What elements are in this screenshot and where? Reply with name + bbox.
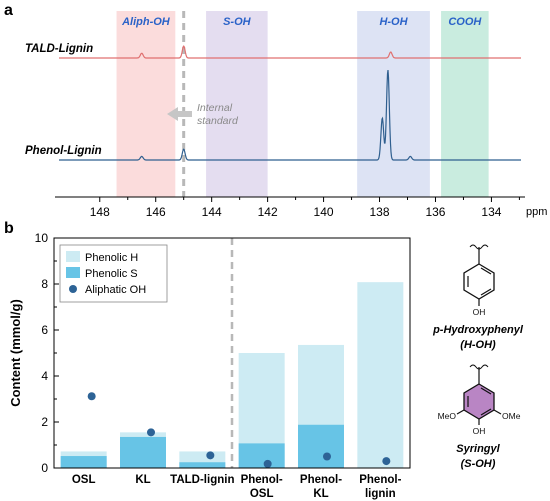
bar-phenolic-s bbox=[179, 462, 226, 468]
point-aliphatic-oh bbox=[87, 392, 96, 401]
category-label: KL bbox=[313, 488, 328, 500]
ppm-unit-label: ppm bbox=[526, 206, 547, 218]
bar-phenolic-s bbox=[238, 443, 285, 468]
ppm-axis: 148 146 144 142 140 138 136 134 ppm bbox=[55, 196, 547, 219]
syringyl-structure: OH MeO OMe Syringyl (S-OH) bbox=[438, 364, 521, 470]
bar-phenolic-s bbox=[298, 424, 344, 468]
legend-label-aliphatic-oh: Aliphatic OH bbox=[85, 284, 146, 296]
ome-right-label: OMe bbox=[502, 411, 521, 421]
chemical-shift-regions: Aliph-OH S-OH H-OH COOH bbox=[116, 11, 489, 197]
bar-series bbox=[60, 282, 404, 468]
legend-label-phenolic-h: Phenolic H bbox=[85, 252, 138, 264]
meo-left-bond bbox=[456, 409, 465, 415]
point-aliphatic-oh bbox=[263, 459, 272, 468]
ppm-tick-label: 148 bbox=[90, 205, 110, 219]
meo-right-bond bbox=[493, 409, 502, 415]
category-label: OSL bbox=[250, 488, 274, 500]
trace-tald-lignin bbox=[59, 45, 521, 59]
region-h-oh bbox=[357, 11, 430, 197]
region-s-oh bbox=[206, 11, 268, 197]
legend-swatch-phenolic-h bbox=[66, 251, 80, 262]
category-label: KL bbox=[135, 474, 150, 486]
y-tick-label: 0 bbox=[41, 461, 48, 475]
p-hydroxyphenyl-structure: OH p-Hydroxyphenyl (H-OH) bbox=[432, 244, 524, 351]
y-tick-label: 8 bbox=[41, 277, 48, 291]
ppm-tick-label: 136 bbox=[425, 205, 445, 219]
legend-label-phenolic-s: Phenolic S bbox=[85, 268, 138, 280]
annotation-line-2: standard bbox=[197, 115, 239, 127]
category-label: Phenol- bbox=[241, 474, 283, 486]
meo-left-label: MeO bbox=[438, 411, 457, 421]
legend-marker-aliphatic-oh bbox=[69, 285, 77, 293]
region-cooh bbox=[441, 11, 489, 197]
ppm-ticks: 148 146 144 142 140 138 136 134 bbox=[90, 197, 520, 219]
y-tick-label: 4 bbox=[41, 369, 48, 383]
ring-double-bond bbox=[480, 288, 492, 296]
ppm-tick-label: 144 bbox=[202, 205, 222, 219]
region-label-s-oh: S-OH bbox=[223, 16, 252, 28]
ring-double-bond bbox=[480, 408, 492, 416]
y-tick-label: 10 bbox=[35, 231, 49, 245]
region-label-aliph-oh: Aliph-OH bbox=[121, 16, 171, 28]
bar-phenolic-h bbox=[357, 282, 404, 468]
hydroxyl-content-panel: b Content (mmol/g) 0 2 4 6 8 10 OSL KL TALD-lig… bbox=[4, 220, 411, 500]
y-tick-label: 2 bbox=[41, 415, 48, 429]
ppm-tick-label: 134 bbox=[481, 205, 501, 219]
bar-phenolic-s bbox=[60, 456, 107, 468]
h-unit-abbr: (H-OH) bbox=[460, 339, 496, 351]
trace-label-phenol-lignin: Phenol-Lignin bbox=[25, 145, 102, 157]
s-oh-label: OH bbox=[473, 426, 486, 436]
region-aliph-oh bbox=[116, 11, 176, 197]
region-label-cooh: COOH bbox=[448, 16, 482, 28]
bar-axes: 0 2 4 6 8 10 OSL KL TALD-lignin Phenol- OSL Phenol… bbox=[35, 231, 411, 500]
nmr-spectrum-panel: a Aliph-OH S-OH H-OH COOH TALD-Lignin Phenol… bbox=[4, 2, 547, 219]
point-aliphatic-oh bbox=[382, 457, 391, 466]
y-tick-label: 6 bbox=[41, 323, 48, 337]
s-unit-name: Syringyl bbox=[456, 443, 500, 455]
internal-standard-annotation: Internal standard bbox=[167, 102, 239, 127]
ppm-tick-label: 146 bbox=[146, 205, 166, 219]
point-aliphatic-oh bbox=[323, 452, 331, 461]
legend-swatch-phenolic-s bbox=[66, 267, 80, 278]
arrow-left-icon bbox=[167, 107, 192, 121]
category-label: lignin bbox=[365, 488, 396, 500]
trace-label-tald-lignin: TALD-Lignin bbox=[25, 43, 93, 55]
ppm-tick-label: 138 bbox=[370, 205, 390, 219]
category-label: Phenol- bbox=[300, 474, 342, 486]
s-unit-abbr: (S-OH) bbox=[461, 458, 496, 470]
y-axis-label: Content (mmol/g) bbox=[8, 299, 23, 407]
ring-double-bond bbox=[480, 387, 492, 395]
category-label: Phenol- bbox=[359, 474, 401, 486]
aliphatic-oh-points bbox=[87, 392, 391, 468]
annotation-line-1: Internal bbox=[197, 102, 233, 114]
bar-phenolic-s bbox=[120, 436, 166, 468]
category-label: OSL bbox=[72, 474, 96, 486]
nmr-traces: TALD-Lignin Phenol-Lignin bbox=[25, 43, 521, 161]
category-label: TALD-lignin bbox=[170, 474, 234, 486]
panel-label-a: a bbox=[4, 2, 13, 19]
h-oh-label: OH bbox=[473, 307, 486, 317]
ppm-tick-label: 140 bbox=[314, 205, 334, 219]
region-label-h-oh: H-OH bbox=[379, 16, 408, 28]
point-aliphatic-oh bbox=[206, 451, 215, 460]
x-category-labels: OSL KL TALD-lignin Phenol- OSL Phenol- KL Pheno… bbox=[72, 474, 402, 500]
ring-double-bond bbox=[480, 267, 492, 275]
legend: Phenolic H Phenolic S Aliphatic OH bbox=[59, 244, 168, 303]
point-aliphatic-oh bbox=[147, 428, 155, 437]
ppm-tick-label: 142 bbox=[258, 205, 278, 219]
trace-phenol-lignin bbox=[59, 70, 521, 161]
panel-label-b: b bbox=[4, 220, 14, 237]
h-unit-name: p-Hydroxyphenyl bbox=[432, 324, 524, 336]
y-ticks: 0 2 4 6 8 10 bbox=[35, 231, 59, 475]
